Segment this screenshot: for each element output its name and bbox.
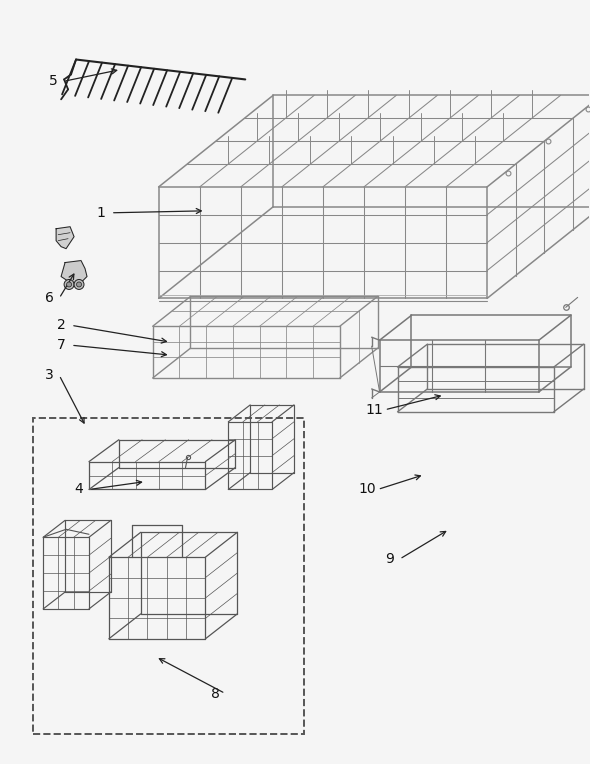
Text: 2: 2 (57, 319, 65, 332)
Text: 10: 10 (359, 483, 376, 497)
Text: 4: 4 (75, 483, 83, 497)
Polygon shape (61, 261, 87, 284)
Polygon shape (56, 227, 74, 248)
Circle shape (64, 280, 74, 290)
Text: 8: 8 (211, 687, 220, 701)
Bar (33, 418, 304, 734)
Text: 1: 1 (97, 206, 106, 220)
Text: 3: 3 (45, 368, 54, 382)
Text: 5: 5 (49, 74, 57, 89)
Circle shape (74, 280, 84, 290)
Text: 6: 6 (45, 291, 54, 306)
Text: 7: 7 (57, 338, 65, 352)
Circle shape (77, 282, 81, 287)
Text: 11: 11 (366, 403, 384, 417)
Text: 9: 9 (385, 552, 394, 566)
Circle shape (67, 282, 71, 287)
